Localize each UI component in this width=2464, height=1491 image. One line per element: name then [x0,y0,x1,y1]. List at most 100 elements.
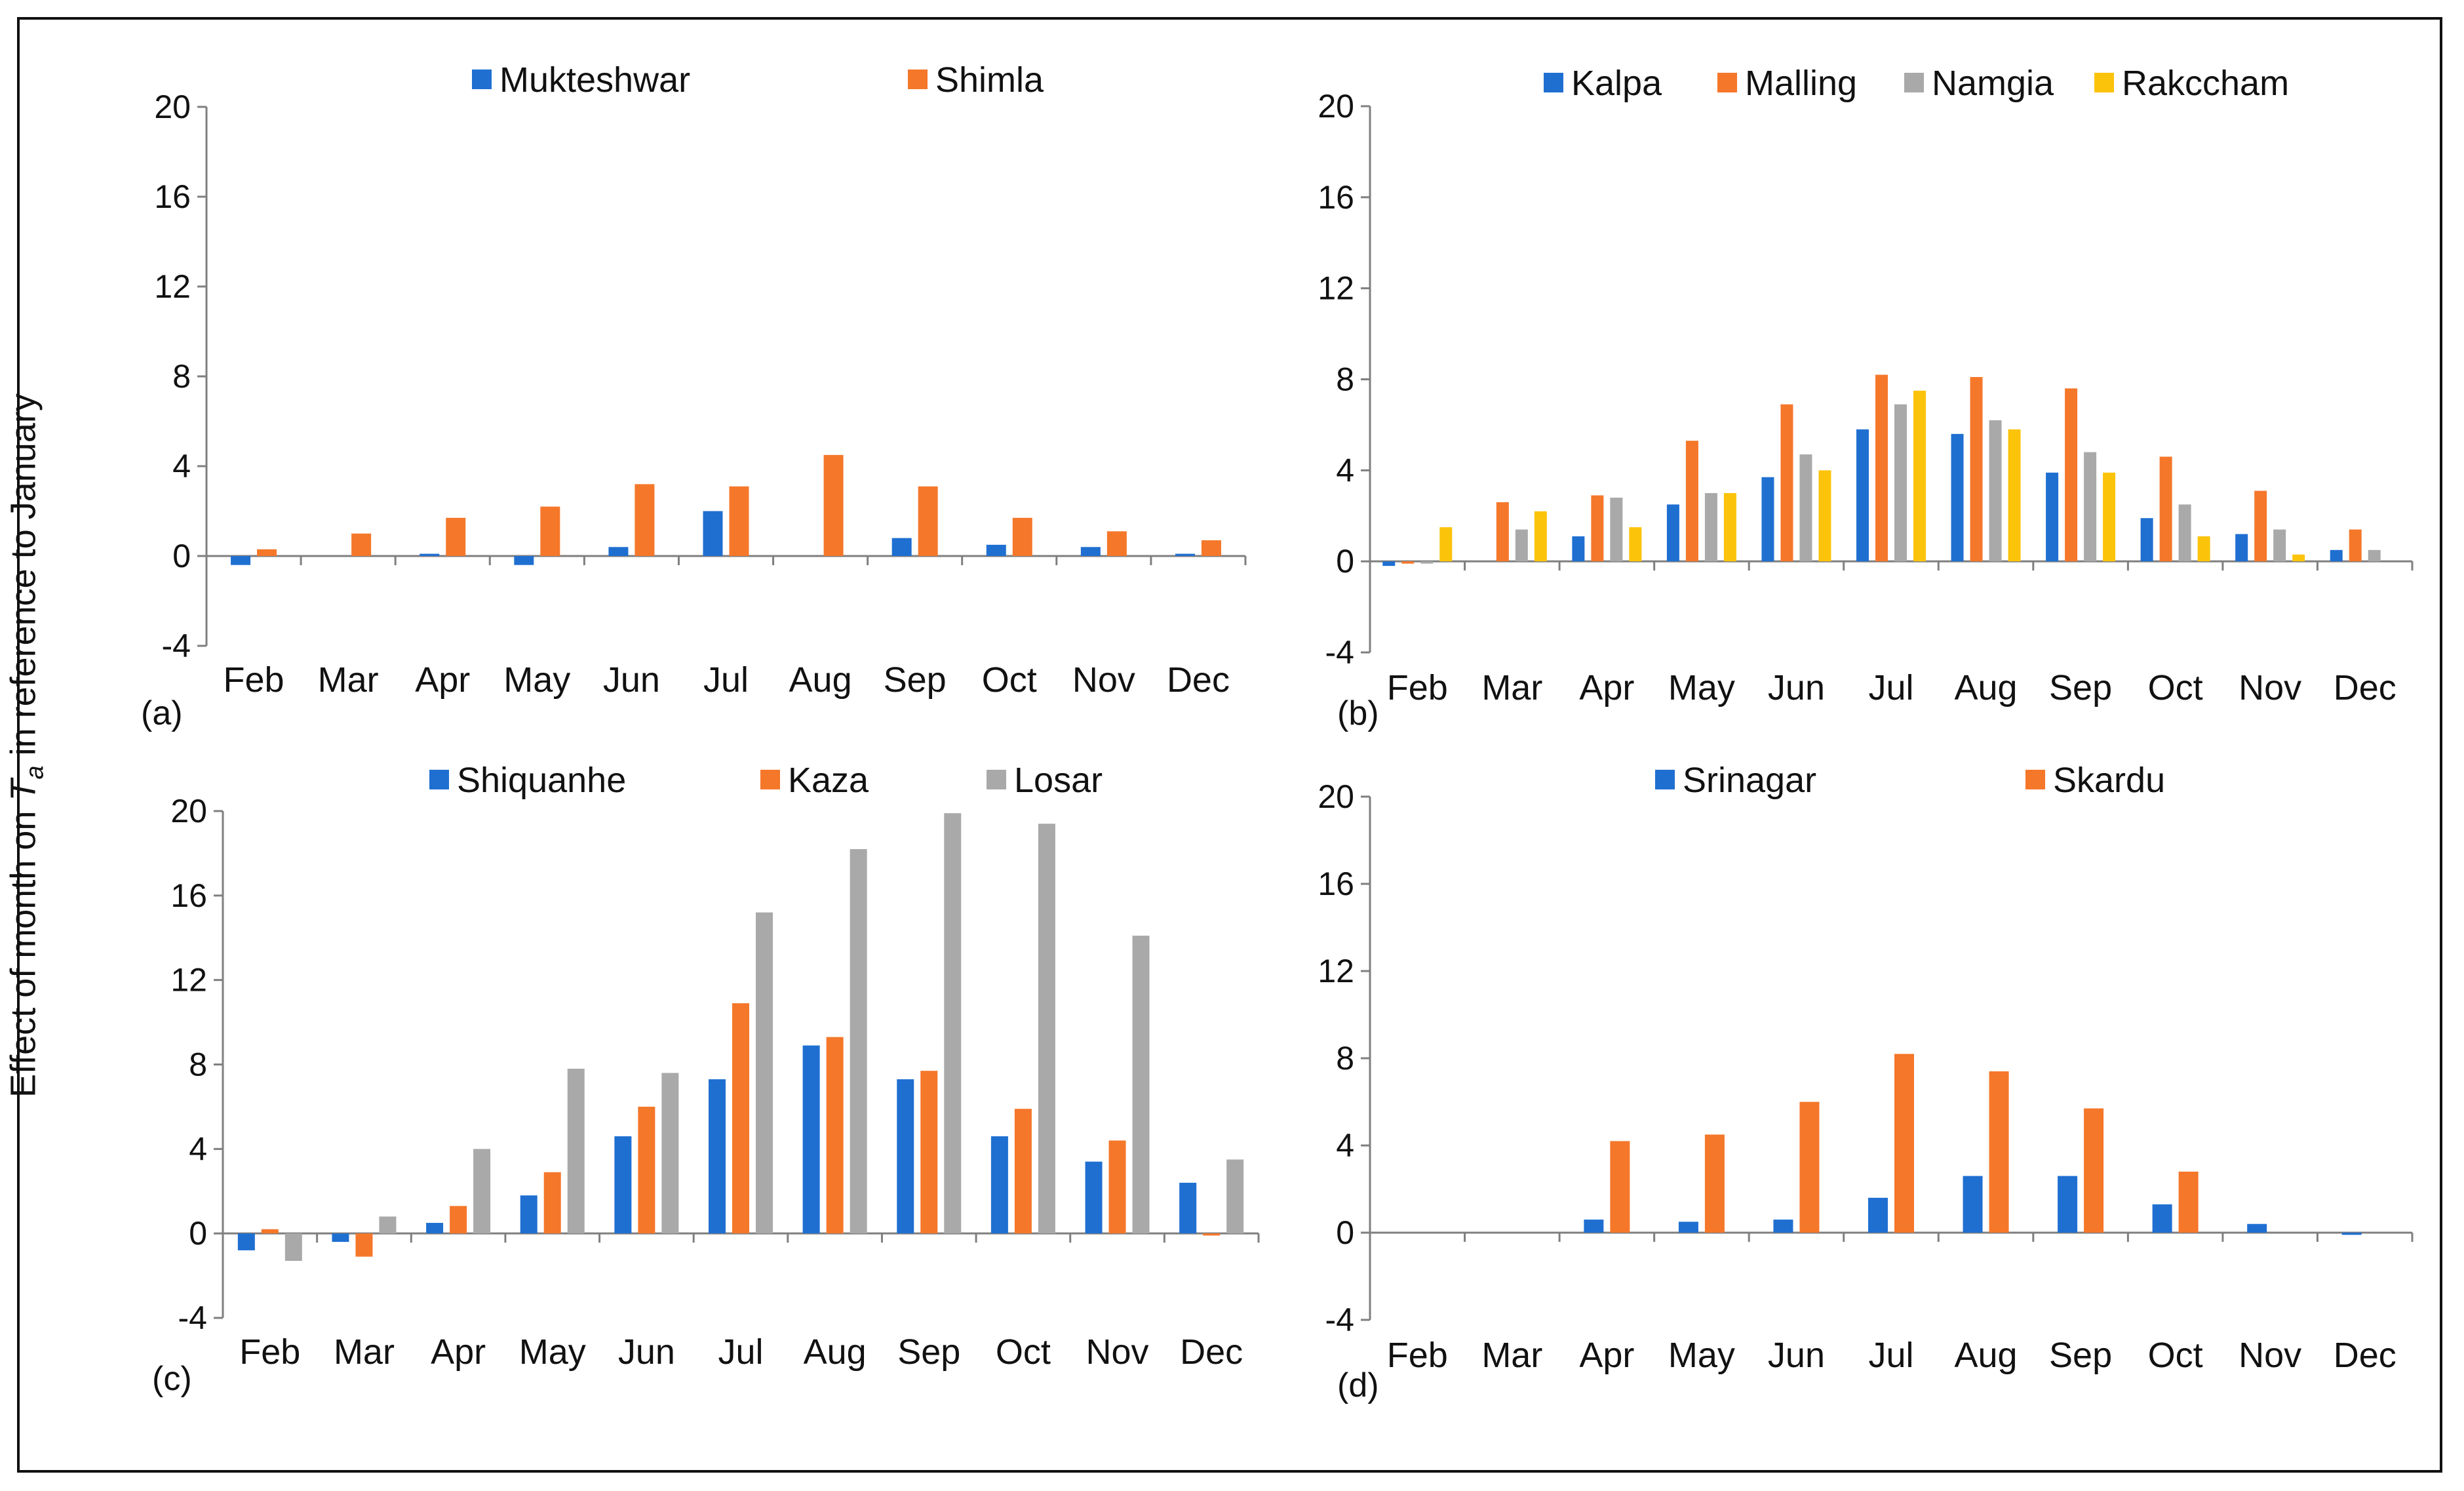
bar-a-shimla-dec [1201,540,1221,556]
bar-b-rakccham-aug [2008,429,2021,562]
bar-d-skardu-may [1704,1134,1725,1233]
bar-a-shimla-nov [1106,531,1127,556]
bar-c-kaza-aug [826,1037,844,1234]
bar-c-shiquanhe-nov [1085,1161,1103,1234]
bar-c-losar-sep [944,813,962,1234]
bar-c-losar-jun [661,1073,679,1234]
y-tick-label-c: 20 [170,793,207,829]
category-label-c: Sep [897,1332,960,1372]
y-tick-label-d: 0 [1336,1214,1354,1251]
legend-label-srinagar: Srinagar [1683,761,1816,800]
bar-d-srinagar-apr [1584,1220,1604,1233]
y-tick-label-a: 8 [172,358,191,395]
bar-d-srinagar-jul [1868,1197,1888,1233]
bar-a-shimla-oct [1012,517,1032,556]
bar-b-malling-dec [2349,529,2362,562]
legend-swatch-shimla [908,70,928,89]
category-label-d: Nov [2239,1336,2301,1375]
bar-b-namgia-aug [1989,420,2002,562]
panel-label-a: (a) [141,694,183,732]
category-label-b: Oct [2148,668,2203,707]
category-label-a: Aug [789,660,852,700]
y-tick-label-b: 0 [1336,543,1354,580]
bar-b-rakccham-jun [1818,470,1831,562]
y-tick-label-d: 8 [1336,1040,1354,1077]
legend-label-malling: Malling [1745,64,1857,103]
bar-a-mukteshwar-jun [608,547,629,556]
bar-b-kalpa-may [1666,504,1679,562]
legend-swatch-losar [987,770,1006,789]
bar-b-namgia-apr [1610,497,1623,562]
category-label-d: May [1668,1336,1735,1375]
y-tick-label-c: 0 [189,1215,207,1252]
bar-c-shiquanhe-aug [802,1045,820,1234]
bar-d-srinagar-dec [2341,1233,2362,1235]
bar-b-namgia-may [1704,493,1717,562]
category-label-a: Mar [318,660,379,700]
bar-b-rakccham-feb [1439,527,1453,562]
bar-b-rakccham-jul [1913,390,1926,562]
category-label-b: Feb [1387,668,1448,707]
y-tick-label-a: 12 [154,268,191,305]
y-tick-label-b: 8 [1336,361,1354,398]
panel-label-d: (d) [1337,1366,1379,1404]
category-label-a: May [503,660,570,700]
y-tick-label-d: 4 [1336,1127,1354,1164]
category-label-b: Mar [1481,668,1542,707]
category-label-a: Nov [1072,660,1135,700]
y-tick-label-d: -4 [1325,1302,1354,1338]
category-label-d: Mar [1481,1336,1542,1375]
bar-b-rakccham-apr [1629,527,1642,562]
bar-d-srinagar-may [1678,1222,1698,1233]
bar-b-namgia-dec [2368,549,2381,562]
bar-d-skardu-aug [1989,1071,2009,1233]
bar-b-namgia-jul [1894,404,1907,562]
category-label-a: Sep [884,660,947,700]
bar-b-malling-apr [1591,495,1604,562]
legend-swatch-kalpa [1544,73,1563,92]
category-label-c: May [519,1332,586,1372]
bar-d-srinagar-jun [1773,1220,1793,1233]
bar-b-kalpa-oct [2140,518,2153,562]
bar-b-rakccham-oct [2197,536,2210,562]
category-label-d: Feb [1387,1336,1448,1375]
legend-swatch-rakccham [2094,73,2114,92]
y-tick-label-c: 16 [170,877,207,914]
y-tick-label-b: 16 [1318,179,1354,216]
bar-c-kaza-nov [1108,1140,1126,1234]
bar-d-skardu-apr [1610,1141,1630,1233]
bar-c-shiquanhe-apr [426,1223,444,1234]
bar-b-kalpa-aug [1951,433,1964,562]
category-label-c: Dec [1180,1332,1243,1372]
bar-b-rakccham-sep [2103,472,2116,562]
category-label-c: Jun [618,1332,675,1372]
bar-b-kalpa-dec [2330,549,2343,562]
bar-c-shiquanhe-feb [237,1233,255,1250]
bar-b-malling-may [1685,441,1698,562]
bar-c-losar-dec [1226,1159,1244,1234]
bar-d-skardu-oct [2178,1171,2199,1233]
category-label-b: Sep [2049,668,2112,707]
bar-d-srinagar-aug [1963,1176,1983,1233]
bar-d-skardu-sep [2084,1108,2104,1233]
category-label-b: Dec [2334,668,2396,707]
y-tick-label-c: -4 [178,1300,207,1336]
bar-c-losar-feb [284,1233,302,1262]
bar-b-malling-jul [1875,374,1888,562]
bar-c-shiquanhe-jun [614,1136,632,1234]
bar-b-namgia-mar [1515,529,1528,562]
y-tick-label-b: 12 [1318,270,1354,307]
bar-a-mukteshwar-sep [891,538,912,556]
y-tick-label-b: 20 [1318,88,1354,125]
bar-a-mukteshwar-apr [420,553,440,556]
bar-b-kalpa-feb [1382,561,1396,567]
y-tick-label-c: 8 [189,1046,207,1083]
category-label-d: Apr [1579,1336,1634,1375]
panel-label-b: (b) [1337,694,1379,732]
legend-swatch-kaza [760,770,780,789]
bar-b-malling-oct [2159,456,2172,562]
legend-swatch-malling [1717,73,1737,92]
bar-b-kalpa-sep [2046,472,2059,562]
bar-c-losar-aug [850,848,867,1234]
